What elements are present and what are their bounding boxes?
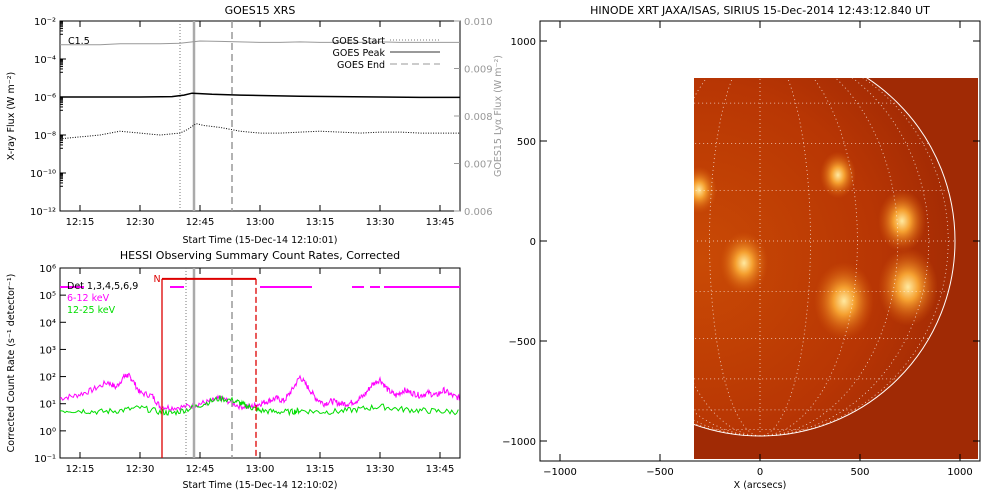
goes-ylabel-right: GOES15 Lyα Flux (W m⁻²) [493, 55, 504, 177]
goes-xtick-label: 12:45 [186, 217, 215, 228]
hessi-series-0 [60, 372, 460, 412]
goes-series-2 [60, 123, 460, 140]
xrt-active-region [720, 231, 768, 295]
hessi-xlabel: Start Time (15-Dec-14 12:10:02) [182, 480, 337, 491]
hessi-xtick-label: 13:30 [366, 464, 395, 475]
xrt-ytick-label: −500 [509, 337, 536, 348]
goes-rtick-label: 0.010 [464, 17, 493, 28]
xrt-ytick-label: −1000 [502, 437, 536, 448]
hessi-xtick-label: 12:15 [66, 464, 95, 475]
hessi-xtick-label: 13:45 [426, 464, 455, 475]
hessi-ytick-label: 10⁶ [39, 264, 56, 275]
goes-ytick-label: 10⁻¹² [30, 207, 56, 218]
goes-ytick-label: 10⁻⁴ [34, 55, 56, 66]
hessi-night-flag: N [153, 274, 160, 285]
hessi-xtick-label: 12:45 [186, 464, 215, 475]
legend-goes-peak: GOES Peak [333, 48, 386, 59]
goes-rtick-label: 0.009 [464, 65, 493, 76]
hessi-xtick-label: 13:00 [246, 464, 275, 475]
goes-rtick-label: 0.007 [464, 160, 493, 171]
goes-xtick-label: 13:45 [426, 217, 455, 228]
xrt-title: HINODE XRT JAXA/ISAS, SIRIUS 15-Dec-2014… [590, 4, 930, 17]
hessi-plot-frame [59, 267, 461, 459]
goes-rtick-label: 0.006 [464, 207, 493, 218]
goes-xlabel: Start Time (15-Dec-14 12:10:01) [182, 235, 337, 246]
xrt-active-region [878, 189, 926, 253]
goes-ytick-label: 10⁻⁸ [34, 131, 56, 142]
legend-6-12kev: 6-12 keV [67, 293, 110, 304]
xrt-active-region [694, 166, 717, 214]
xrt-solar-disk [694, 78, 955, 436]
goes-series-0 [60, 40, 460, 46]
goes-ytick-label: 10⁻¹⁰ [30, 169, 56, 180]
hessi-ytick-label: 10⁴ [39, 318, 56, 329]
xrt-panel: HINODE XRT JAXA/ISAS, SIRIUS 15-Dec-2014… [502, 4, 981, 491]
hessi-ytick-label: 10¹ [39, 400, 56, 411]
goes-plot-frame [59, 20, 461, 212]
goes-axis-ticks: 12:15 12:30 12:45 13:00 13:15 13:30 13:45 10⁻² 1… [30, 17, 493, 228]
xrt-xtick-label: 0 [757, 467, 763, 478]
goes-series-1 [60, 92, 460, 99]
hessi-xtick-label: 13:15 [306, 464, 335, 475]
goes-legend: GOES Start GOES Peak GOES End [332, 36, 440, 71]
xrt-image-clipgroup [694, 78, 978, 459]
xrt-xtick-label: −1000 [543, 467, 577, 478]
goes-xtick-label: 13:30 [366, 217, 395, 228]
hessi-ytick-label: 10³ [39, 345, 56, 356]
xrt-ytick-label: 1000 [511, 37, 536, 48]
hessi-ylabel: Corrected Count Rate (s⁻¹ detector⁻¹) [6, 274, 17, 453]
legend-goes-end: GOES End [337, 60, 385, 71]
hessi-ytick-label: 10² [39, 373, 56, 384]
hessi-xtick-label: 12:30 [126, 464, 155, 475]
hessi-series-group: N [60, 268, 460, 458]
xrt-active-region [878, 248, 938, 326]
legend-goes-start: GOES Start [332, 36, 385, 47]
hessi-panel: HESSI Observing Summary Count Rates, Cor… [6, 249, 461, 491]
goes-flare-class: C1.5 [68, 36, 90, 47]
goes-ylabel: X-ray Flux (W m⁻²) [6, 72, 17, 161]
goes-series-group [60, 21, 460, 211]
hessi-series-1 [60, 395, 459, 417]
hessi-axis-ticks: 12:15 12:30 12:45 13:00 13:15 13:30 13:45 10⁶ 10… [34, 264, 454, 475]
xrt-active-region [814, 262, 874, 340]
xrt-solar-limb [694, 78, 956, 437]
xrt-xtick-label: 500 [850, 467, 869, 478]
hessi-ytick-label: 10⁰ [39, 427, 56, 438]
goes-rtick-label: 0.008 [464, 112, 493, 123]
hessi-ytick-label: 10⁵ [39, 291, 56, 302]
xrt-ytick-label: 0 [530, 237, 536, 248]
xrt-active-region [820, 151, 856, 199]
xrt-xlabel: X (arcsecs) [734, 480, 787, 491]
xrt-xtick-label: 1000 [947, 467, 972, 478]
goes-ytick-label: 10⁻⁶ [34, 93, 56, 104]
goes-ytick-label: 10⁻² [34, 17, 56, 28]
hessi-legend: Det 1,3,4,5,6,9 6-12 keV 12-25 keV [67, 281, 138, 316]
goes-title: GOES15 XRS [225, 4, 296, 17]
xrt-axis-ticks: −1000 −500 0 500 1000 1000 500 0 −500 −1000 [502, 21, 980, 478]
xrt-ytick-label: 500 [517, 137, 536, 148]
legend-detectors: Det 1,3,4,5,6,9 [67, 281, 138, 292]
goes-xtick-label: 12:15 [66, 217, 95, 228]
legend-12-25kev: 12-25 keV [67, 305, 116, 316]
hessi-ytick-label: 10⁻¹ [34, 454, 56, 465]
xrt-solar-image [694, 78, 978, 459]
goes-xtick-label: 13:15 [306, 217, 335, 228]
goes-xtick-label: 13:00 [246, 217, 275, 228]
hessi-title: HESSI Observing Summary Count Rates, Cor… [120, 249, 400, 262]
goes-xtick-label: 12:30 [126, 217, 155, 228]
xrt-xtick-label: −500 [646, 467, 673, 478]
goes-panel: GOES15 XRS 12:15 12:30 12:45 13:00 13:15 13:3… [6, 4, 504, 246]
